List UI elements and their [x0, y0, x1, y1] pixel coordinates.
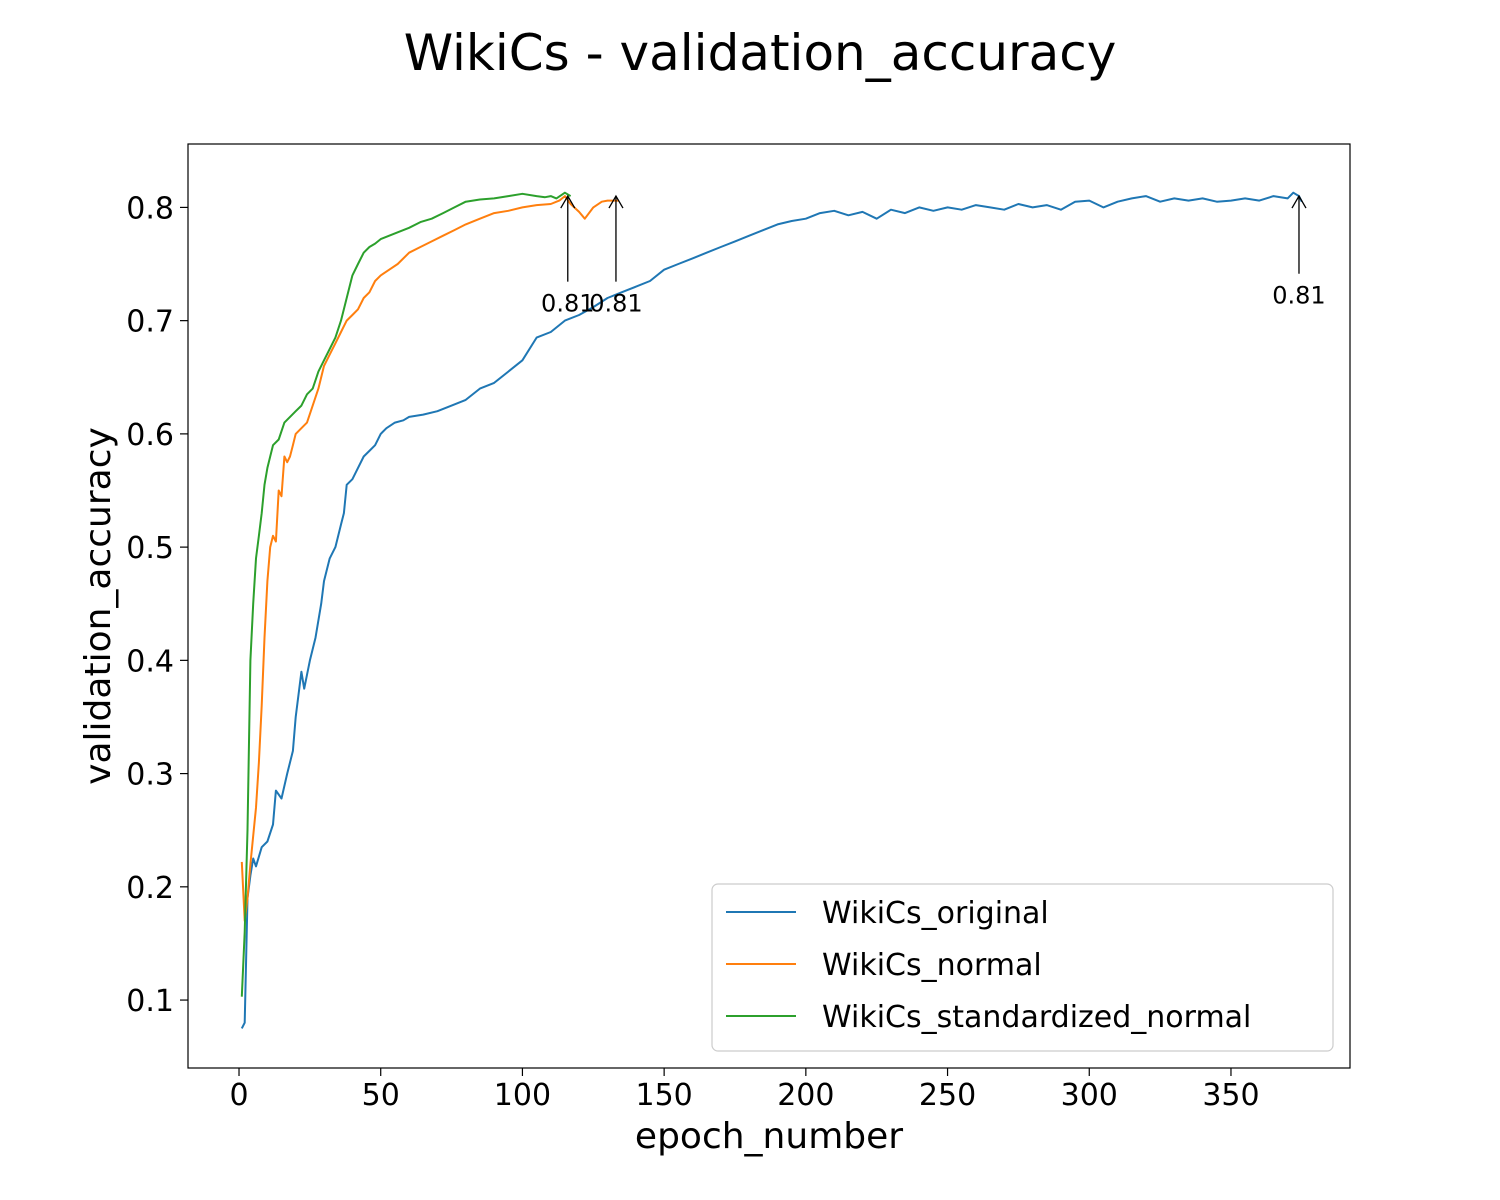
- x-tick-label: 350: [1202, 1078, 1259, 1113]
- x-tick-label: 150: [636, 1078, 693, 1113]
- y-tick-label: 0.2: [126, 871, 174, 906]
- x-axis: 0 50 100 150 200 250 300 350: [229, 1068, 1260, 1113]
- series-line-wikics-normal: [240, 195, 619, 922]
- legend: WikiCs_original WikiCs_normal WikiCs_stand…: [711, 883, 1334, 1052]
- annotation-arrowhead: [608, 194, 624, 209]
- x-tick-label: 300: [1061, 1078, 1118, 1113]
- annotation-arrowhead: [1291, 194, 1307, 209]
- x-axis-label: epoch_number: [635, 1116, 903, 1157]
- y-tick-label: 0.6: [126, 418, 174, 453]
- chart-title: WikiCs - validation_accuracy: [404, 24, 1117, 82]
- plot-area: 0.810.81 0.81: [240, 191, 1326, 1029]
- peak-annotation: 0.81: [589, 194, 643, 318]
- annotation-label: 0.81: [589, 290, 642, 318]
- x-tick-label: 250: [919, 1078, 976, 1113]
- y-tick-label: 0.7: [126, 305, 174, 340]
- x-tick-label: 0: [229, 1078, 248, 1113]
- series-line-wikics-standardized-normal: [240, 191, 572, 997]
- x-tick-label: 200: [777, 1078, 834, 1113]
- peak-annotation: 0.81: [541, 194, 594, 318]
- y-tick-label: 0.3: [126, 758, 174, 793]
- y-tick-label: 0.4: [126, 644, 174, 679]
- y-tick-label: 0.8: [126, 191, 174, 226]
- annotation-arrowhead: [560, 194, 576, 209]
- plot-frame: [187, 143, 1351, 1069]
- annotation-label: 0.81: [541, 290, 594, 318]
- legend-label: WikiCs_standardized_normal: [822, 1000, 1251, 1035]
- y-axis-label: validation_accuracy: [78, 427, 119, 785]
- legend-label: WikiCs_original: [822, 896, 1049, 931]
- y-tick-label: 0.1: [126, 984, 174, 1019]
- x-tick-label: 100: [494, 1078, 551, 1113]
- x-tick-label: 50: [362, 1078, 400, 1113]
- legend-box: [711, 883, 1334, 1052]
- annotation-label: 0.81: [1272, 282, 1325, 310]
- series-line-wikics-original: [240, 191, 1303, 1029]
- legend-label: WikiCs_normal: [822, 948, 1042, 983]
- y-axis: 0.1 0.2 0.3 0.4 0.5 0.6 0.7 0.8: [126, 191, 188, 1019]
- y-tick-label: 0.5: [126, 531, 174, 566]
- peak-annotation: 0.81: [1272, 194, 1326, 310]
